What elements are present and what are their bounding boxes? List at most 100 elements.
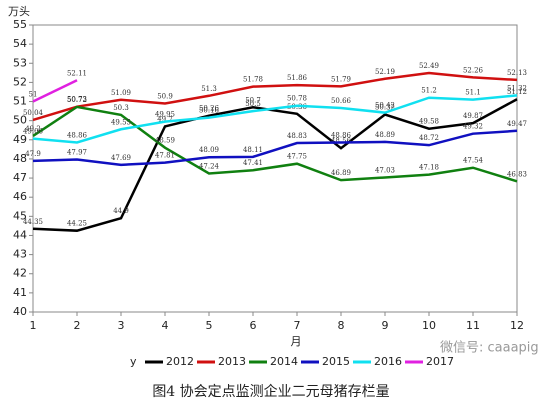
- data-label: 47.69: [111, 154, 131, 162]
- x-tick-label: 10: [422, 319, 436, 332]
- y-tick-label: 46: [13, 190, 27, 203]
- data-label: 48.56: [331, 137, 352, 145]
- y-tick-label: 52: [13, 75, 27, 88]
- data-label: 50.66: [331, 97, 352, 105]
- data-label: 52.26: [463, 66, 484, 74]
- data-label: 49.47: [507, 120, 527, 128]
- data-label: 49.32: [463, 123, 483, 131]
- data-label: 52.49: [419, 62, 439, 70]
- y-tick-label: 45: [13, 209, 27, 222]
- plot-area: [32, 24, 518, 313]
- y-tick-label: 47: [13, 171, 27, 184]
- data-label: 48.86: [67, 131, 88, 139]
- data-label: 50.32: [375, 104, 395, 112]
- data-label: 51.09: [111, 89, 131, 97]
- legend-label: 2015: [322, 355, 350, 368]
- x-tick-label: 7: [294, 319, 301, 332]
- y-tick-label: 55: [13, 18, 27, 31]
- data-label: 50.16: [199, 107, 220, 115]
- data-label: 47.9: [25, 150, 41, 158]
- x-tick-label: 2: [74, 319, 81, 332]
- data-label: 49.2: [25, 125, 41, 133]
- x-tick-label: 8: [338, 319, 345, 332]
- data-label: 49.06: [23, 128, 44, 136]
- watermark: 微信号: caaapig: [440, 341, 539, 356]
- data-label: 51.86: [287, 74, 308, 82]
- data-label: 48.59: [155, 137, 175, 145]
- legend-label: 2017: [426, 355, 454, 368]
- y-tick-label: 54: [13, 37, 27, 50]
- data-label: 47.75: [287, 153, 307, 161]
- data-label: 50.3: [113, 104, 129, 112]
- data-label: 49.7: [157, 115, 173, 123]
- data-label: 47.41: [243, 159, 263, 167]
- data-label: 51.32: [507, 84, 527, 92]
- data-label: 50.26: [199, 105, 220, 113]
- y-tick-label: 50: [13, 114, 27, 127]
- y-tick-label: 43: [13, 248, 27, 261]
- data-label: 51.79: [331, 75, 351, 83]
- x-tick-label: 11: [466, 319, 480, 332]
- x-tick-label: 6: [250, 319, 257, 332]
- data-label: 52.13: [507, 69, 527, 77]
- data-label: 50.73: [67, 96, 87, 104]
- data-label: 50.9: [157, 92, 173, 100]
- data-label: 47.18: [419, 164, 439, 172]
- data-label: 47.54: [463, 157, 484, 165]
- series-line: [32, 94, 518, 144]
- data-label: 44.9: [113, 207, 129, 215]
- data-label: 50.04: [23, 109, 44, 117]
- series-line: [32, 71, 518, 122]
- data-label: 50.5: [245, 100, 261, 108]
- data-label: 50.72: [67, 96, 87, 104]
- data-label: 52.19: [375, 68, 395, 76]
- legend-label: 2014: [270, 355, 298, 368]
- x-axis-label: 月: [291, 335, 302, 348]
- data-label: 48.89: [375, 131, 395, 139]
- y-tick-label: 40: [13, 305, 27, 318]
- legend-label: 2016: [374, 355, 402, 368]
- data-label: 51.12: [507, 88, 527, 96]
- data-label: 49.58: [419, 118, 439, 126]
- y-axis-label: 万头: [8, 5, 30, 18]
- data-label: 47.81: [155, 152, 175, 160]
- data-label: 49.95: [155, 111, 175, 119]
- y-tick-label: 53: [13, 56, 27, 69]
- x-tick-label: 5: [206, 319, 213, 332]
- x-tick-label: 1: [30, 319, 37, 332]
- legend-label: 2013: [218, 355, 246, 368]
- y-tick-label: 42: [13, 267, 27, 280]
- data-label: 51: [29, 91, 38, 99]
- x-tick-label: 9: [382, 319, 389, 332]
- series-line: [32, 79, 78, 103]
- y-tick-label: 44: [13, 228, 27, 241]
- data-label: 44.35: [23, 218, 43, 226]
- y-tick-label: 51: [13, 95, 27, 108]
- data-label: 48.86: [331, 131, 352, 139]
- data-label: 47.03: [375, 166, 395, 174]
- data-label: 51.3: [201, 85, 217, 93]
- data-label: 51.1: [465, 89, 481, 97]
- y-tick-label: 49: [13, 133, 27, 146]
- x-tick-label: 4: [162, 319, 169, 332]
- series-line: [32, 129, 518, 167]
- data-label: 44.25: [67, 220, 87, 228]
- data-label: 50.78: [287, 95, 307, 103]
- chart-title: 图4 协会定点监测企业二元母猪存栏量: [152, 383, 389, 400]
- legend-label: 2012: [166, 355, 194, 368]
- data-label: 46.83: [507, 170, 527, 178]
- data-label: 48.72: [419, 134, 439, 142]
- data-label: 47.24: [199, 162, 220, 170]
- y-tick-label: 48: [13, 152, 27, 165]
- data-label: 50.42: [375, 102, 395, 110]
- data-label: 46.89: [331, 169, 351, 177]
- x-tick-label: 3: [118, 319, 125, 332]
- data-label: 52.11: [67, 69, 87, 77]
- legend-title: y: [130, 355, 137, 368]
- data-label: 51.78: [243, 76, 263, 84]
- y-tick-label: 41: [13, 286, 27, 299]
- x-tick-label: 12: [510, 319, 524, 332]
- data-label: 48.09: [199, 146, 219, 154]
- data-label: 51.2: [421, 87, 437, 95]
